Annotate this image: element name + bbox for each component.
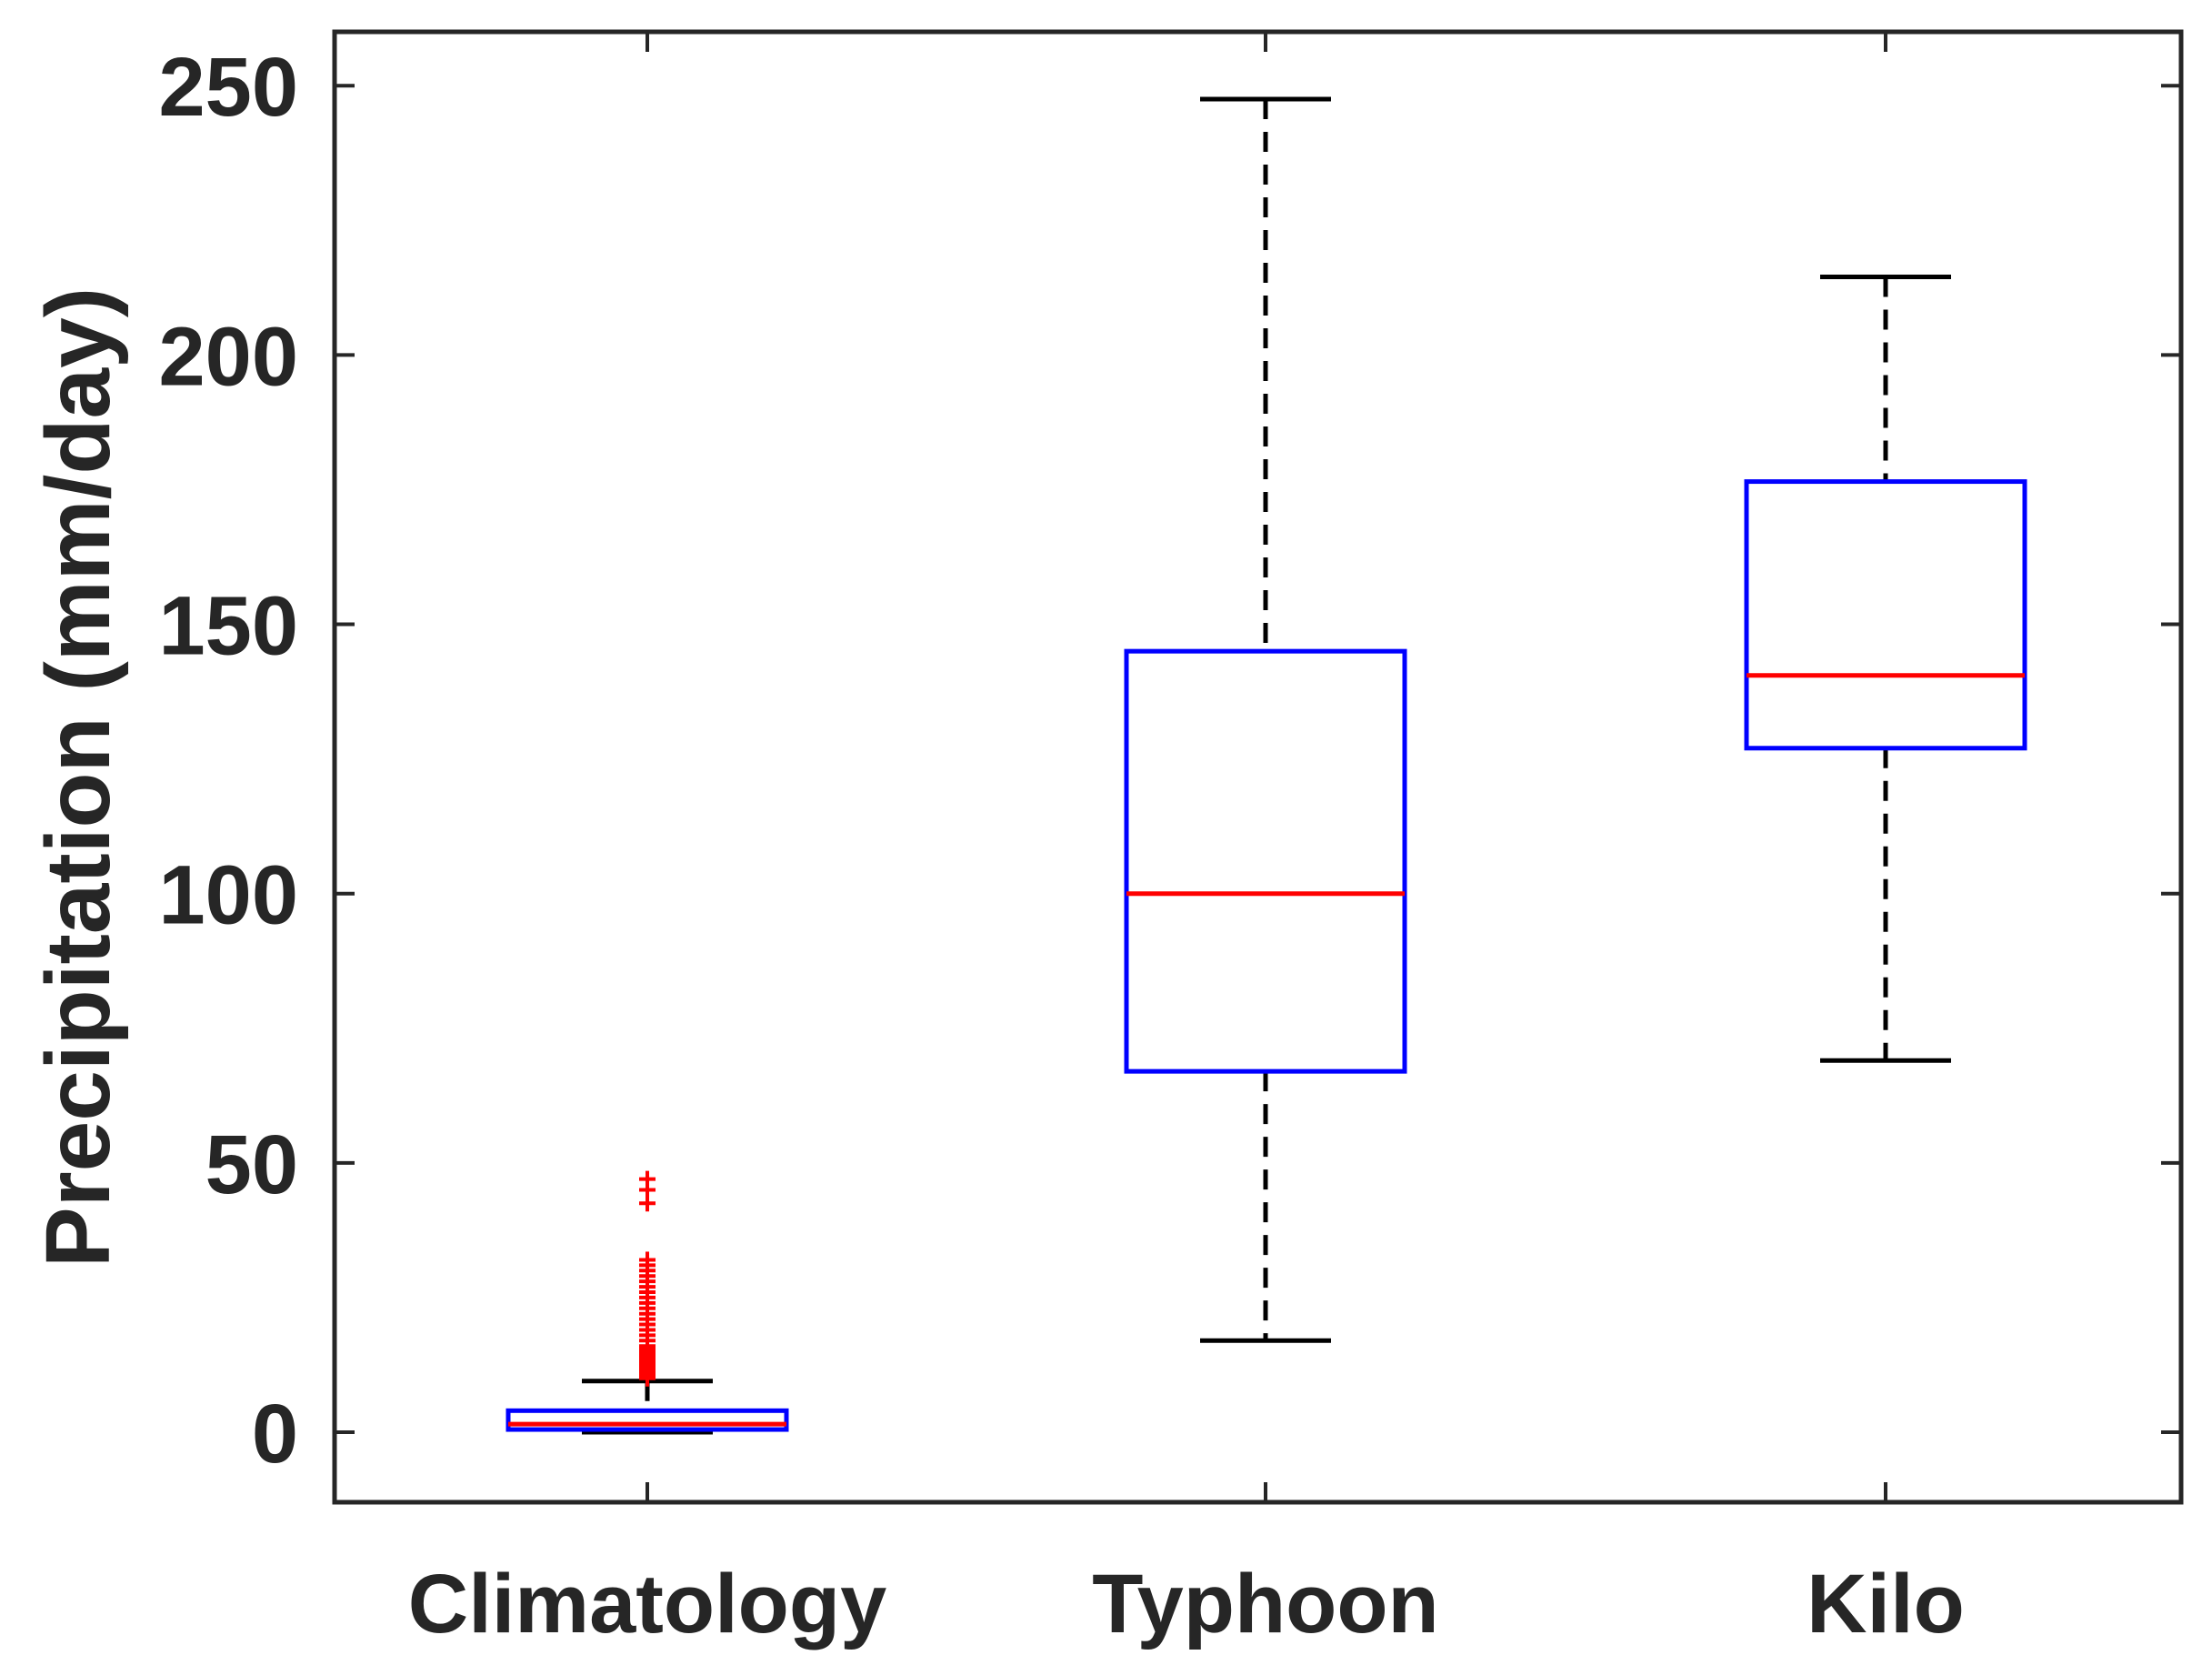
x-tick-label: Kilo	[1807, 1558, 1965, 1650]
axes-frame	[332, 29, 2184, 1505]
y-tick-label: 200	[159, 310, 299, 403]
tick-marks	[335, 32, 2181, 1502]
y-tick-label: 150	[159, 580, 299, 673]
outliers	[639, 1170, 656, 1387]
y-tick-label: 50	[205, 1118, 298, 1211]
box-iqr	[1124, 648, 1407, 1074]
y-tick-label: 250	[159, 41, 299, 134]
y-axis-label: Precipitation (mm/day)	[27, 287, 129, 1268]
x-tick-label: Typhoon	[1092, 1558, 1439, 1650]
box-iqr	[1744, 479, 2027, 751]
box-iqr	[505, 1408, 789, 1432]
x-tick-labels: Climatology Typhoon Kilo	[408, 1558, 1965, 1650]
y-tick-label: 0	[252, 1388, 298, 1480]
x-tick-label: Climatology	[408, 1558, 886, 1650]
y-tick-labels: 0 50 100 150 200 250	[159, 41, 299, 1480]
boxes	[505, 96, 2027, 1435]
y-tick-label: 100	[159, 849, 299, 942]
